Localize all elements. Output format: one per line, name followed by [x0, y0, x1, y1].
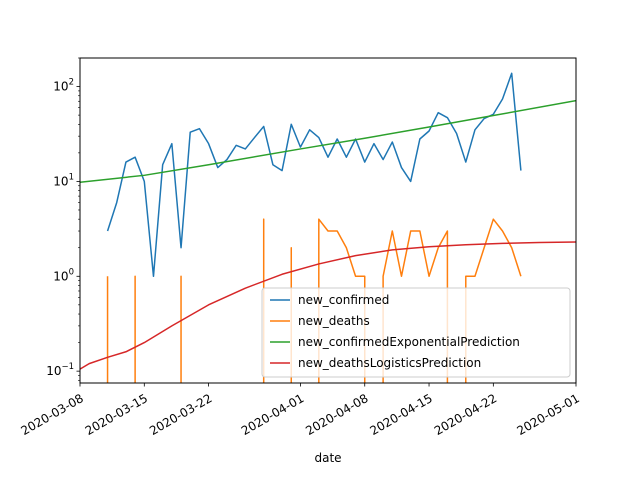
legend-label-1: new_confirmed: [298, 293, 389, 307]
legend-label-3: new_confirmedExponentialPrediction: [298, 335, 520, 349]
y-tick-label-1: 100: [53, 267, 74, 283]
y-tick-label-0: 10−1: [46, 362, 74, 378]
y-tick-label-3: 102: [53, 78, 74, 94]
legend-label-4: new_deathsLogisticsPrediction: [298, 356, 481, 370]
series-line-3: [80, 99, 576, 183]
series-layer: [80, 72, 576, 383]
series-line-1: [106, 72, 522, 278]
legend: new_confirmed new_deaths new_confirmedExpo…: [261, 287, 571, 378]
legend-box: [261, 287, 571, 378]
plot-frame: [79, 57, 577, 384]
y-axis: 10−1 100 101 102: [46, 57, 80, 381]
x-axis-label: date: [314, 451, 341, 465]
series-line-4: [80, 241, 576, 370]
y-tick-label-2: 101: [53, 172, 74, 188]
legend-label-2: new_deaths: [298, 314, 370, 328]
